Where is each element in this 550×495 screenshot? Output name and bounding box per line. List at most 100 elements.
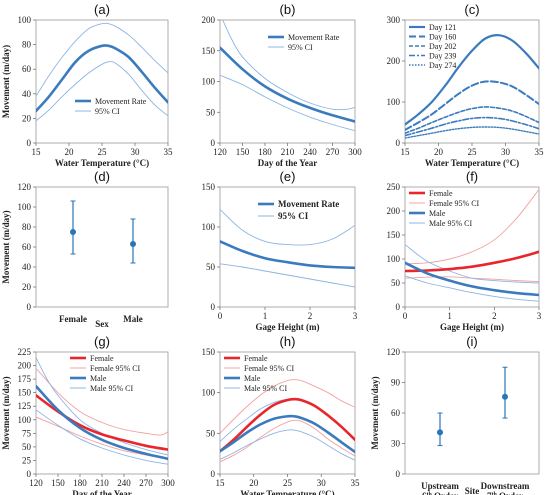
x-tick-label: 3 [537,311,542,321]
legend-entry-label: Movement Rate [288,33,340,42]
x-axis-label: Sex [95,319,109,329]
y-tick-label: 100 [202,222,216,232]
series-line-movement-rate [220,240,355,270]
legend-entry-label: Day 160 [429,33,456,42]
plot-frame [404,351,540,475]
series-line-female [220,397,355,453]
y-tick-label: 60 [22,64,32,74]
y-tick-label: 20 [22,113,32,123]
panel-c: (c) 0 100 200 300 15 20 25 30 35 Water Temperature… [387,2,545,168]
series-line-male [220,414,355,454]
series-line-movement-rate [220,46,355,123]
y-tick-label: 0 [27,469,32,479]
x-tick-label: 35 [164,147,174,157]
y-axis-label: Movement (m/day) [1,210,11,283]
x-tick-label: 270 [326,147,340,157]
ci-band-line [36,356,168,456]
legend-entry-label: Female [244,354,268,363]
ci-band-line [220,429,355,461]
x-axis-label: Site [465,486,480,495]
y-tick-label: 150 [387,230,401,240]
y-tick-label: 0 [396,302,401,312]
panel-g: (g) 0 25 50 75 100 125 150 175 200 225 Movement (m/… [1,334,175,495]
ci-band-line [405,275,539,302]
y-tick-label: 200 [387,206,401,216]
panel-title: (h) [280,334,296,349]
legend-entry-label: 95% CI [95,107,120,116]
y-tick-label: 100 [387,254,401,264]
panel-h: (h) 0 50 100 150 15 20 25 30 35 Water Temperature … [202,334,361,495]
y-tick-label: 60 [391,408,401,418]
x-tick-label: 30 [131,147,141,157]
plot-frame [219,186,356,308]
y-axis-label: Movement (m/day) [1,376,11,449]
x-tick-label: 3 [353,311,358,321]
y-tick-label: 200 [387,56,401,66]
panel-a: (a) 0 20 40 60 80 100 Movement (m/day) 15 20 25 30 3… [1,2,173,168]
y-tick-label: 40 [22,262,32,272]
x-tick-label: 35 [535,147,545,157]
y-tick-label: 300 [387,15,401,25]
y-tick-label: 25 [22,455,32,465]
series-line-day-121 [405,34,539,126]
category-sublabel: 7th Order [487,491,523,495]
series-line-day-239 [405,116,539,137]
category-label: Downstream [481,481,530,491]
y-tick-label: 50 [391,278,401,288]
y-tick-label: 120 [387,347,401,357]
x-tick-label: 15 [32,147,42,157]
legend-entry-label: Male 95% CI [429,219,472,228]
x-tick-label: 20 [249,478,259,488]
legend-entry-label: Male 95% CI [244,384,287,393]
panel-title: (b) [280,2,296,17]
series-group [405,34,539,139]
x-tick-label: 0 [218,311,223,321]
y-tick-label: 150 [202,347,216,357]
panel-title: (c) [464,2,479,17]
panel-i: (i) 0 30 60 90 120 Movement (m/day) Upstream6th… [370,334,540,495]
y-tick-label: 50 [22,442,32,452]
data-point [70,229,76,235]
x-tick-label: 25 [468,147,478,157]
y-tick-label: 0 [211,302,216,312]
y-tick-label: 50 [206,107,216,117]
y-tick-label: 150 [18,388,32,398]
series-group [220,208,355,288]
panel-title: (g) [94,334,110,349]
y-tick-label: 0 [211,138,216,148]
legend: Movement Rate 95% CI [258,199,339,221]
y-tick-label: 200 [18,361,32,371]
series-group [220,379,355,463]
x-tick-label: 120 [213,147,227,157]
y-tick-label: 50 [206,428,216,438]
x-axis-label: Gage Height (m) [440,322,504,332]
y-tick-label: 100 [18,202,32,212]
x-tick-label: 300 [161,478,175,488]
data-point [130,241,136,247]
y-tick-label: 0 [396,469,401,479]
y-tick-label: 0 [396,138,401,148]
category-sublabel: 6th Order [422,491,458,495]
y-tick-label: 0 [27,302,32,312]
y-tick-label: 100 [387,97,401,107]
x-tick-label: 150 [236,147,250,157]
x-tick-label: 210 [95,478,109,488]
y-tick-label: 50 [206,262,216,272]
y-tick-label: 175 [18,374,32,384]
series-line-day-160 [405,80,539,131]
y-tick-label: 90 [391,378,401,388]
legend-entry-label: Female [429,189,453,198]
category-label: Upstream [421,481,459,491]
y-tick-label: 60 [22,242,32,252]
ci-band-line [220,74,355,132]
series-line-male [405,261,539,297]
panel-b: (b) 0 50 100 150 200 120 150 180 210 240 270 300 Day … [202,2,363,168]
ci-band-line [36,367,168,436]
ci-band-line [220,263,355,288]
legend-entry-label: Day 202 [429,42,456,51]
y-tick-label: 225 [18,347,32,357]
y-tick-label: 75 [22,428,32,438]
